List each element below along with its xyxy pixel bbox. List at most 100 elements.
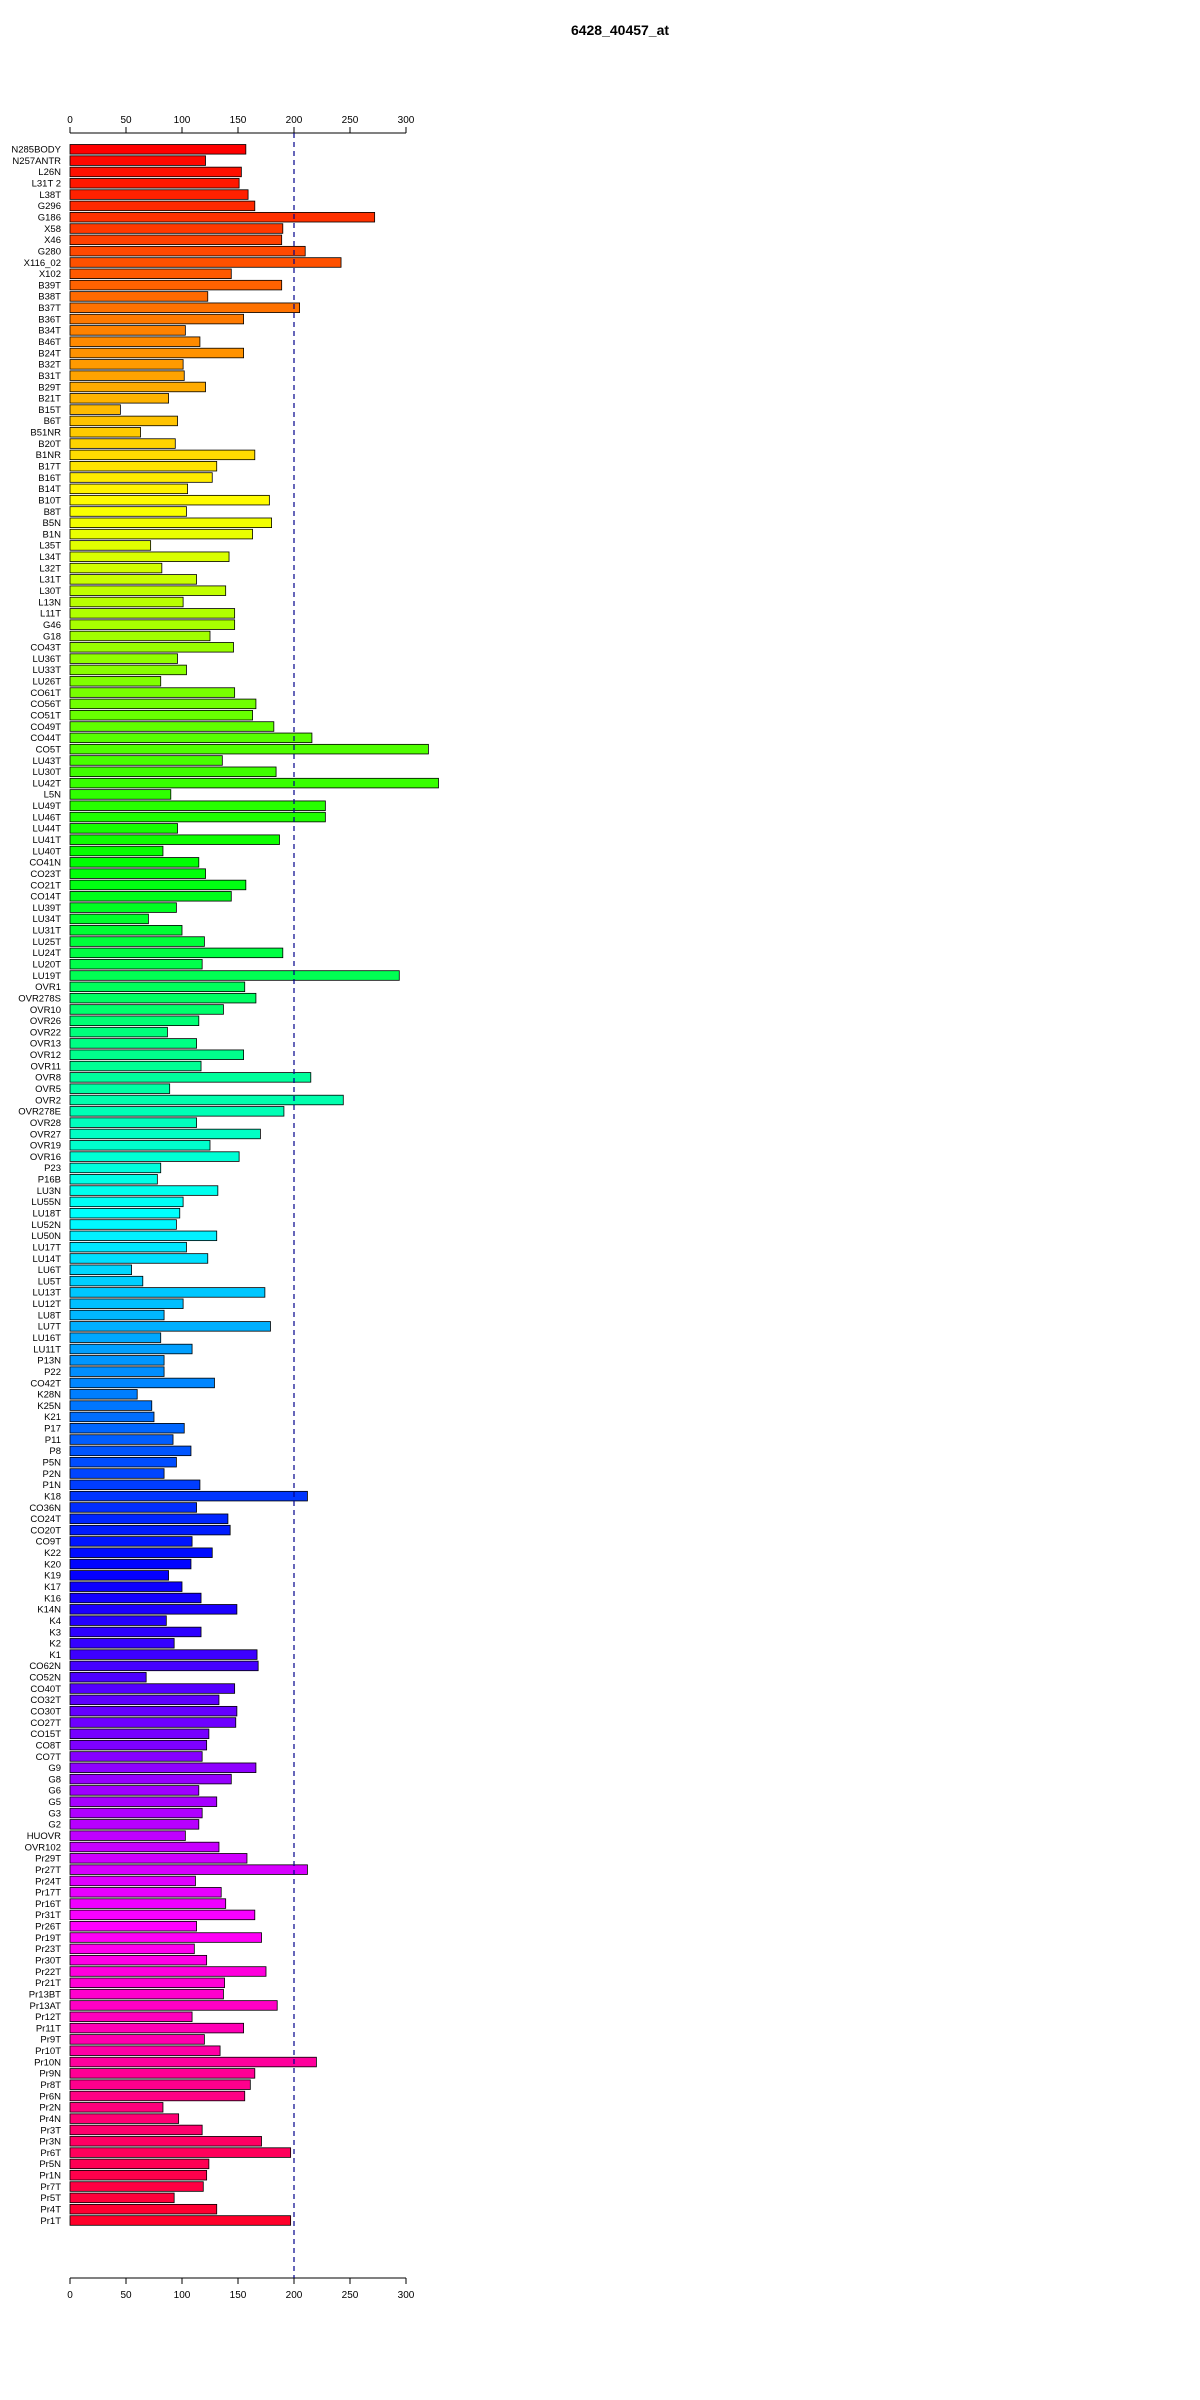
bar <box>69 347 245 359</box>
bar <box>69 913 149 925</box>
category-label: LU40T <box>32 846 61 857</box>
bar <box>69 1853 248 1864</box>
bar <box>69 1117 197 1128</box>
bar <box>69 2147 292 2158</box>
bar <box>69 1615 167 1626</box>
category-label: B20T <box>38 439 61 450</box>
category-label: Pr19T <box>35 1933 61 1944</box>
category-label: B8T <box>44 507 62 518</box>
category-label: CO5T <box>36 744 62 755</box>
category-label: L30T <box>39 586 61 597</box>
bar <box>69 472 213 483</box>
bar <box>69 1207 181 1219</box>
category-label: P13N <box>37 1356 61 1367</box>
category-label: OVR12 <box>30 1050 61 1061</box>
category-label: L31T 2 <box>32 179 61 190</box>
bar <box>69 630 211 642</box>
bar <box>69 1694 220 1706</box>
bar <box>69 891 232 902</box>
bar <box>69 370 185 381</box>
bar <box>69 1785 200 1796</box>
category-label: X46 <box>44 235 61 246</box>
bar <box>69 2068 256 2079</box>
bar <box>69 336 201 347</box>
category-label: G186 <box>38 213 61 224</box>
bar <box>69 1174 158 1185</box>
bar <box>69 2045 221 2056</box>
category-label: B31T <box>38 371 61 382</box>
bar <box>69 1479 201 1491</box>
category-label: L26N <box>38 167 61 178</box>
bar <box>69 1366 165 1377</box>
bar <box>69 1377 215 1389</box>
bar <box>69 1604 238 1615</box>
bar <box>69 1717 237 1728</box>
category-label: OVR16 <box>30 1152 61 1163</box>
category-label: K20 <box>44 1559 61 1570</box>
bar <box>69 1751 203 1762</box>
category-label: L38T <box>39 190 61 201</box>
bar <box>69 1898 227 1909</box>
bar <box>69 178 240 189</box>
category-label: Pr10T <box>35 2046 61 2057</box>
bar <box>69 1638 175 1649</box>
bar <box>69 1015 200 1026</box>
category-label: B38T <box>38 292 61 303</box>
bar <box>69 325 186 336</box>
category-label: B24T <box>38 348 61 359</box>
category-label: OVR2 <box>35 1095 61 1106</box>
category-label: CO27T <box>30 1718 61 1729</box>
category-label: LU13T <box>32 1288 61 1299</box>
category-label: B46T <box>38 337 61 348</box>
category-label: P22 <box>44 1367 61 1378</box>
bar <box>69 2056 317 2068</box>
bar <box>69 687 236 698</box>
category-label: LU24T <box>32 948 61 959</box>
category-label: LU12T <box>32 1299 61 1310</box>
bar <box>69 189 249 200</box>
bar <box>69 1513 229 1524</box>
category-label: CO15T <box>30 1729 61 1740</box>
bar <box>69 1819 200 1830</box>
category-label: B32T <box>38 360 61 371</box>
tick-label: 100 <box>174 2290 191 2301</box>
bar <box>69 1468 165 1479</box>
tick-label: 150 <box>230 2290 247 2301</box>
category-label: G296 <box>38 201 61 212</box>
bar <box>69 1954 208 1966</box>
bar <box>69 438 176 449</box>
bars-group <box>69 144 439 2226</box>
bar <box>69 1807 203 1819</box>
category-label: B15T <box>38 405 61 416</box>
bar <box>69 1321 271 1332</box>
category-label: Pr24T <box>35 1876 61 1887</box>
bar <box>69 1004 224 1015</box>
bar <box>69 494 270 506</box>
bar <box>69 698 257 710</box>
category-label: CO9T <box>36 1537 62 1548</box>
top-x-axis: 0 50 100 150 200 250 300 <box>67 115 415 134</box>
category-label: Pr17T <box>35 1888 61 1899</box>
category-label: OVR26 <box>30 1016 61 1027</box>
category-label: K14N <box>37 1605 61 1616</box>
category-label: X102 <box>39 269 61 280</box>
category-label: LU17T <box>32 1242 61 1253</box>
tick-label: 200 <box>286 2290 303 2301</box>
tick-label: 0 <box>67 2290 73 2301</box>
bar <box>69 245 306 257</box>
bar <box>69 427 141 438</box>
tick-label: 150 <box>230 115 247 126</box>
bar <box>69 540 152 551</box>
bar <box>69 1275 144 1287</box>
bar <box>69 517 273 528</box>
category-label: CO56T <box>30 699 61 710</box>
bar <box>69 1796 218 1807</box>
category-label: P11 <box>45 1435 61 1446</box>
category-label: CO14T <box>30 892 61 903</box>
bar <box>69 2090 246 2102</box>
bar <box>69 1060 202 1072</box>
bar <box>69 902 177 913</box>
category-label: LU31T <box>32 926 61 937</box>
category-label: Pr22T <box>35 1967 61 1978</box>
